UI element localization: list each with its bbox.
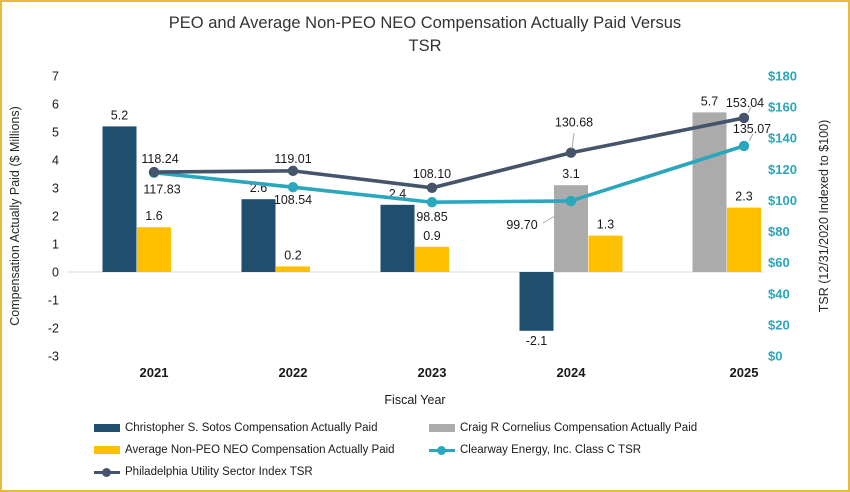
right-axis-tick-140: $140 — [768, 131, 797, 146]
marker-clearway-tsr-2025 — [738, 140, 750, 152]
label-leader-philly-tsr-2025 — [747, 106, 752, 114]
legend-line-marker-icon-clearway-tsr — [429, 445, 455, 455]
legend-bar-swatch-avg-neo — [94, 446, 120, 454]
legend-bar-swatch-cornelius — [429, 424, 455, 432]
x-tick-2022: 2022 — [279, 365, 308, 380]
marker-philly-tsr-2024 — [565, 147, 577, 158]
legend-item-avg-neo: Average Non-PEO NEO Compensation Actuall… — [94, 439, 429, 461]
x-tick-2021: 2021 — [140, 365, 169, 380]
bar-label-avg-neo-2025: 2.3 — [735, 190, 752, 204]
right-axis-tick-80: $80 — [768, 224, 790, 239]
left-axis-tick-3: 3 — [52, 182, 59, 196]
legend-label: Christopher S. Sotos Compensation Actual… — [125, 422, 378, 434]
line-label-clearway-tsr-2022: 108.54 — [274, 193, 312, 207]
left-axis-tick-1: 1 — [52, 238, 59, 252]
bar-sotos-2024 — [519, 272, 554, 331]
bar-avg-neo-2022 — [276, 266, 310, 272]
right-axis-tick-60: $60 — [768, 255, 790, 270]
chart-title-line1: PEO and Average Non-PEO NEO Compensation… — [168, 14, 682, 32]
left-axis-tick-2: 2 — [52, 210, 59, 224]
left-axis-tick-6: 6 — [52, 98, 59, 112]
x-axis-title: Fiscal Year — [384, 393, 445, 407]
bar-sotos-2022 — [241, 199, 276, 272]
left-axis-tick--1: -1 — [48, 294, 59, 308]
legend-line-marker-icon-philly-tsr — [94, 467, 120, 477]
bar-label-cornelius-2024: 3.1 — [562, 167, 579, 181]
left-axis-title: Compensation Actually Paid ($ Millions) — [8, 106, 22, 326]
legend-label: Philadelphia Utility Sector Index TSR — [125, 466, 313, 478]
bar-avg-neo-2023 — [415, 246, 449, 272]
left-axis-tick-5: 5 — [52, 126, 59, 140]
marker-philly-tsr-2021 — [148, 166, 160, 178]
x-tick-2023: 2023 — [418, 365, 447, 380]
bar-avg-neo-2024 — [588, 235, 623, 272]
x-tick-2024: 2024 — [557, 365, 587, 380]
line-label-philly-tsr-2021: 118.24 — [141, 152, 178, 166]
label-leader-clearway-tsr-2025 — [748, 133, 754, 142]
marker-clearway-tsr-2022 — [287, 181, 299, 193]
bar-label-sotos-2024: -2.1 — [526, 334, 548, 348]
left-axis-tick-0: 0 — [52, 266, 59, 280]
chart-title-line2: TSR — [408, 37, 442, 55]
legend-item-clearway-tsr: Clearway Energy, Inc. Class C TSR — [429, 439, 697, 461]
legend-line-dot — [437, 445, 446, 455]
legend: Christopher S. Sotos Compensation Actual… — [94, 417, 697, 483]
bar-label-avg-neo-2024: 1.3 — [597, 218, 614, 232]
label-leader-philly-tsr-2024 — [571, 132, 575, 150]
right-axis-title: TSR (12/31/2020 Indexed to $100) — [817, 120, 831, 313]
left-axis-tick-7: 7 — [52, 70, 59, 84]
left-axis-tick--3: -3 — [48, 350, 59, 364]
legend-label: Clearway Energy, Inc. Class C TSR — [460, 444, 642, 456]
left-axis-tick--2: -2 — [48, 322, 59, 336]
marker-clearway-tsr-2023 — [426, 197, 438, 208]
line-label-philly-tsr-2025: 153.04 — [726, 96, 764, 110]
bar-cornelius-2025 — [692, 112, 727, 273]
bar-label-sotos-2021: 5.2 — [111, 108, 128, 122]
marker-philly-tsr-2023 — [426, 182, 438, 194]
line-label-clearway-tsr-2024: 99.70 — [506, 218, 537, 232]
legend-item-philly-tsr: Philadelphia Utility Sector Index TSR — [94, 461, 429, 483]
bar-label-cornelius-2025: 5.7 — [701, 94, 718, 108]
right-axis-tick-160: $160 — [768, 100, 797, 115]
label-leader-clearway-tsr-2024 — [542, 215, 556, 224]
x-tick-2025: 2025 — [730, 365, 759, 380]
legend-label: Average Non-PEO NEO Compensation Actuall… — [125, 444, 395, 456]
line-label-clearway-tsr-2023: 98.85 — [416, 210, 447, 224]
legend-line-dot — [102, 467, 111, 477]
bar-label-avg-neo-2023: 0.9 — [423, 229, 440, 243]
legend-label: Craig R Cornelius Compensation Actually … — [460, 422, 698, 434]
bar-label-avg-neo-2021: 1.6 — [145, 209, 162, 223]
chart-generated-layer: 7 6 5 4 3 2 1 0 -1 -2 -3 $180 $160 $140 $120 $100 $80 $60… — [48, 69, 797, 381]
legend-item-sotos: Christopher S. Sotos Compensation Actual… — [94, 417, 429, 439]
line-label-philly-tsr-2023: 108.10 — [413, 167, 451, 181]
bar-sotos-2023 — [380, 204, 415, 272]
right-axis-tick-120: $120 — [768, 162, 797, 177]
legend-bar-swatch-sotos — [94, 424, 120, 432]
bar-sotos-2021 — [102, 126, 137, 273]
right-axis-tick-40: $40 — [768, 286, 790, 301]
marker-philly-tsr-2025 — [738, 112, 750, 124]
line-label-philly-tsr-2024: 130.68 — [555, 116, 593, 130]
marker-clearway-tsr-2024 — [565, 195, 577, 207]
right-axis-tick-0: $0 — [768, 349, 782, 364]
chart-title: PEO and Average Non-PEO NEO Compensation… — [2, 12, 848, 58]
left-axis-tick-4: 4 — [52, 154, 59, 168]
marker-philly-tsr-2022 — [287, 165, 299, 177]
line-label-philly-tsr-2022: 119.01 — [274, 152, 311, 166]
right-axis-tick-180: $180 — [768, 69, 797, 84]
line-label-clearway-tsr-2021: 117.83 — [143, 183, 180, 197]
right-axis-tick-100: $100 — [768, 193, 797, 208]
bar-avg-neo-2021 — [137, 227, 171, 272]
legend-item-cornelius: Craig R Cornelius Compensation Actually … — [429, 417, 697, 439]
line-label-clearway-tsr-2025: 135.07 — [733, 122, 771, 136]
bar-avg-neo-2025 — [727, 207, 761, 272]
bar-label-avg-neo-2022: 0.2 — [284, 248, 301, 262]
right-axis-tick-20: $20 — [768, 317, 790, 332]
